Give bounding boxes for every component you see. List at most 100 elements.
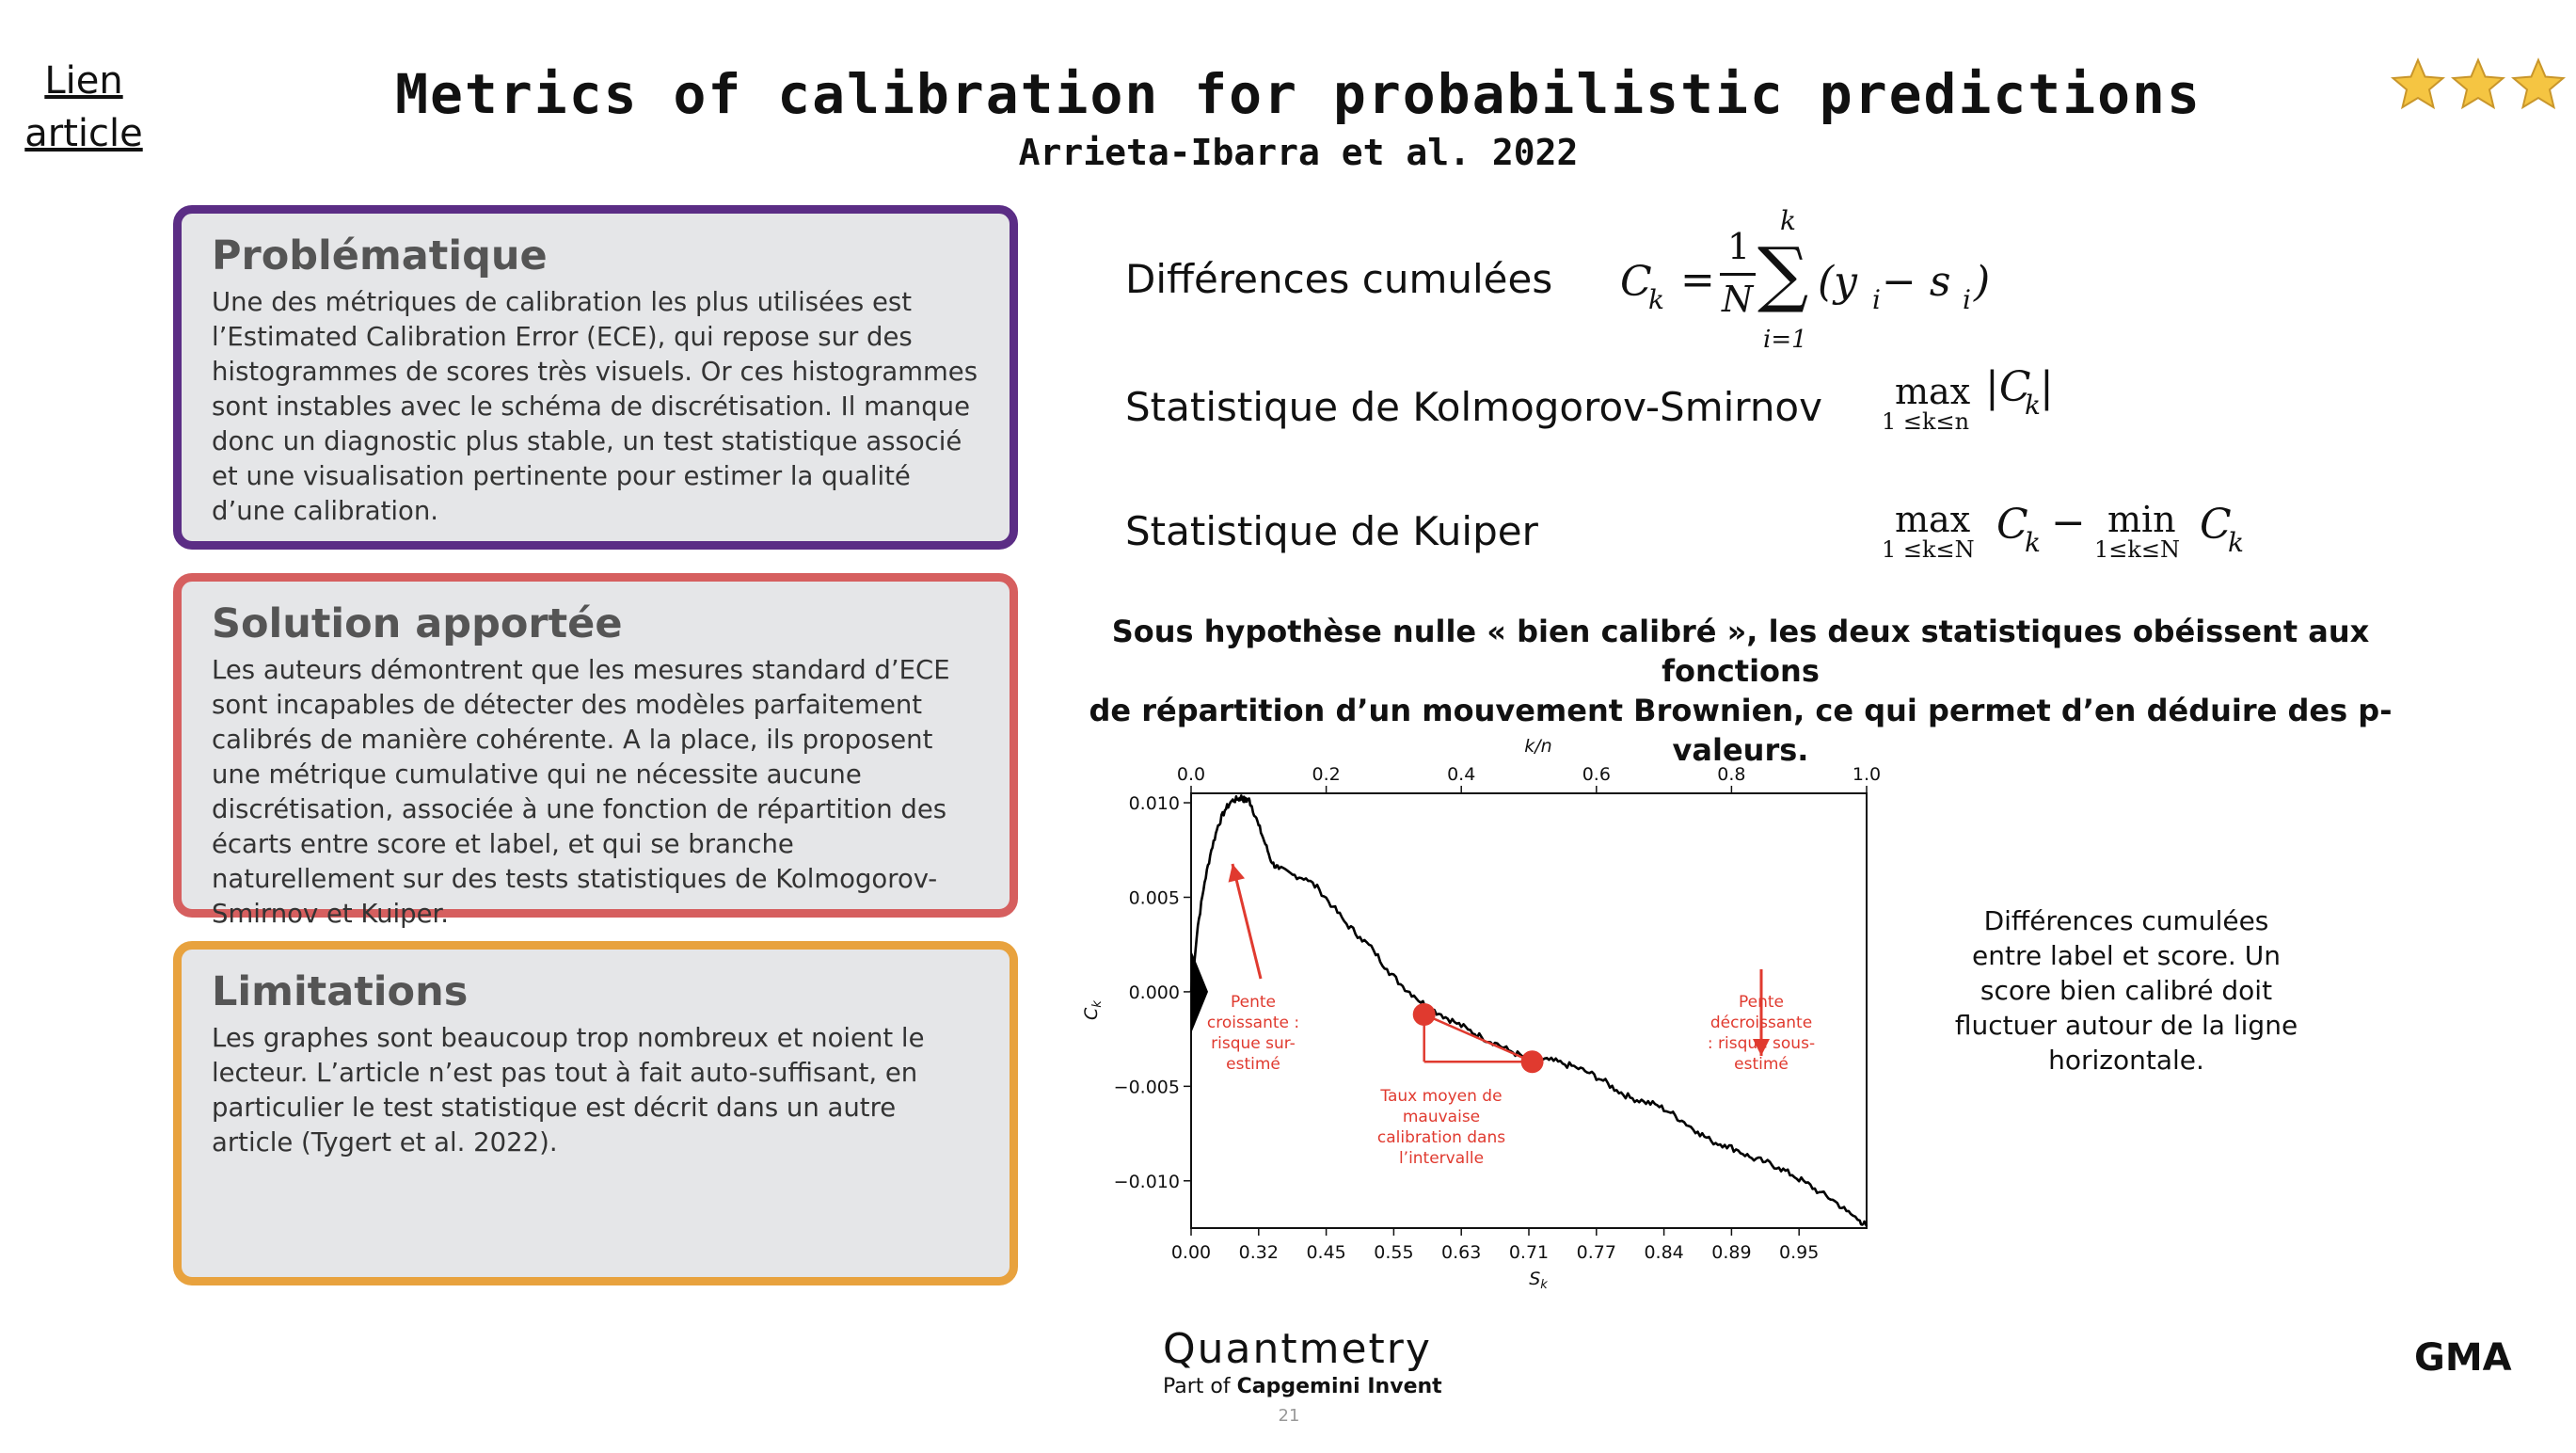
formula-minus-s: − s <box>1882 258 1951 306</box>
formula-max: max <box>1895 371 1971 412</box>
arrow-falling-head <box>1753 1039 1770 1056</box>
cumulative-differences-chart: 0.0 0.2 0.4 0.6 0.8 1.0 k/n 0.010 0.005 0.000 −0.0… <box>1081 736 1881 1292</box>
annotation-rising-text: Pente <box>1231 993 1276 1012</box>
formula-one: 1 <box>1727 226 1751 267</box>
article-link-line2[interactable]: article <box>24 112 143 155</box>
formula-label-kuiper: Statistique de Kuiper <box>1125 508 1538 554</box>
formula-label-cumulative: Différences cumulées <box>1125 256 1553 302</box>
top-tick-label: 0.2 <box>1312 764 1340 785</box>
bottom-tick-label: 0.00 <box>1171 1242 1211 1263</box>
annotation-falling-text: estimé <box>1734 1055 1789 1074</box>
annotation-rising-text: risque sur- <box>1211 1034 1296 1053</box>
top-tick-label: 0.4 <box>1447 764 1475 785</box>
top-tick-label: 0.6 <box>1582 764 1611 785</box>
y-tick-label: 0.005 <box>1129 887 1180 908</box>
fraction-bar <box>1720 273 1756 276</box>
bottom-tick-label: 0.71 <box>1509 1242 1549 1263</box>
y-tick-label: 0.010 <box>1129 793 1180 814</box>
logo-main: Quantmetry <box>1163 1325 1432 1373</box>
top-axis-label: k/n <box>1524 736 1551 757</box>
box-heading: Solution apportée <box>212 600 623 647</box>
annotation-mean-text: l’intervalle <box>1399 1149 1484 1168</box>
top-tick-label: 0.8 <box>1717 764 1745 785</box>
formula-ck-sub: k <box>1648 284 1664 315</box>
bottom-axis-label-sub: k <box>1540 1278 1548 1292</box>
top-tick-label: 1.0 <box>1852 764 1881 785</box>
formula-range-N2: 1≤k≤N <box>2094 536 2181 563</box>
formula-s-sub: i <box>1963 284 1971 315</box>
annotation-mean-text: calibration dans <box>1377 1128 1505 1147</box>
formula-N: N <box>1722 279 1754 320</box>
marker-point <box>1412 1003 1436 1027</box>
formula-close: ) <box>1974 258 1991 306</box>
formula-range-n: 1 ≤k≤n <box>1882 408 1970 435</box>
slide-title: Metrics of calibration for probabilistic… <box>395 62 2202 126</box>
logo-part: Part of Capgemini Invent <box>1163 1375 1442 1398</box>
note-line2: de répartition d’un mouvement Brownien, … <box>1089 693 2393 768</box>
bottom-tick-label: 0.84 <box>1644 1242 1683 1263</box>
box-heading: Problématique <box>212 232 548 279</box>
formula-abs-sub: k <box>2025 390 2041 421</box>
rating-stars <box>2390 56 2568 117</box>
formula-ck: C <box>2200 501 2232 549</box>
y-tick-label: 0.000 <box>1129 982 1180 1003</box>
bottom-tick-label: 0.95 <box>1779 1242 1819 1263</box>
slope-hypotenuse <box>1423 1013 1534 1063</box>
article-link-line1[interactable]: Lien <box>44 59 123 103</box>
logo-company: Capgemini Invent <box>1236 1375 1442 1398</box>
formula-sum-top: k <box>1780 205 1796 236</box>
box-body: Les graphes sont beaucoup trop nombreux … <box>212 1023 925 1158</box>
star-icon <box>2390 57 2446 110</box>
y-tick-label: −0.005 <box>1114 1077 1180 1097</box>
formula-label-ks: Statistique de Kolmogorov-Smirnov <box>1125 384 1822 430</box>
y-tick-label: −0.010 <box>1114 1172 1180 1192</box>
formula-sigma: ∑ <box>1757 232 1809 315</box>
slide-subtitle: Arrieta-Ibarra et al. 2022 <box>1018 132 1579 173</box>
bottom-tick-label: 0.89 <box>1711 1242 1751 1263</box>
bottom-tick-label: 0.77 <box>1577 1242 1616 1263</box>
formula-ck-sub: k <box>2228 527 2244 558</box>
formula-min: min <box>2107 499 2176 540</box>
annotation-mean-text: Taux moyen de <box>1379 1087 1502 1106</box>
bottom-tick-label: 0.55 <box>1374 1242 1413 1263</box>
annotation-rising-text: estimé <box>1226 1055 1280 1074</box>
chart-caption: Différences cumulées entre label et scor… <box>1954 905 2298 1076</box>
page-number: 21 <box>1278 1406 1300 1426</box>
box-limitations: Limitations Les graphes sont beaucoup tr… <box>173 941 1018 1285</box>
formula-abs-close: | <box>2040 363 2054 411</box>
box-solution: Solution apportée Les auteurs démontrent… <box>173 573 1018 929</box>
formula-range-N1: 1 ≤k≤N <box>1882 536 1975 563</box>
annotation-falling-text: Pente <box>1739 993 1784 1012</box>
note-line1: Sous hypothèse nulle « bien calibré », l… <box>1111 614 2370 689</box>
annotation-falling-text: : risque sous- <box>1708 1034 1815 1053</box>
top-tick-label: 0.0 <box>1177 764 1205 785</box>
box-body: Les auteurs démontrent que les mesures s… <box>212 655 950 929</box>
y-axis-label: Ck <box>1081 1000 1105 1020</box>
annotation-falling-text: décroissante <box>1710 1014 1812 1032</box>
formula-sum-bottom: i=1 <box>1763 326 1807 354</box>
formula-minus: − <box>2051 499 2086 547</box>
box-problematique: Problématique Une des métriques de calib… <box>173 205 1018 550</box>
hypothesis-note: Sous hypothèse nulle « bien calibré », l… <box>1054 612 2427 770</box>
y-axis-label-sub: k <box>1090 1000 1105 1008</box>
quantmetry-logo: Quantmetry Part of Capgemini Invent <box>1163 1325 1442 1398</box>
formula-abs: |C <box>1985 363 2031 411</box>
formula-ck: C <box>1996 501 2028 549</box>
bottom-axis-label: Sk <box>1529 1269 1548 1292</box>
formula-ck-sub: k <box>2025 527 2041 558</box>
article-link[interactable]: Lien article <box>13 55 154 160</box>
annotation-mean-text: mauvaise <box>1403 1108 1480 1126</box>
marker-point <box>1520 1050 1544 1074</box>
series-line <box>1189 794 1868 1227</box>
formula-eq: = <box>1680 256 1715 304</box>
bottom-tick-label: 0.45 <box>1306 1242 1345 1263</box>
logo-part-of: Part of <box>1163 1375 1231 1398</box>
confidence-triangle <box>1191 950 1208 1034</box>
star-icon <box>2510 57 2567 110</box>
bottom-tick-label: 0.32 <box>1239 1242 1279 1263</box>
formula-ck: C <box>1620 258 1652 306</box>
formula-y-sub: i <box>1872 284 1881 315</box>
star-icon <box>2450 57 2506 110</box>
annotation-rising-text: croissante : <box>1207 1014 1299 1032</box>
